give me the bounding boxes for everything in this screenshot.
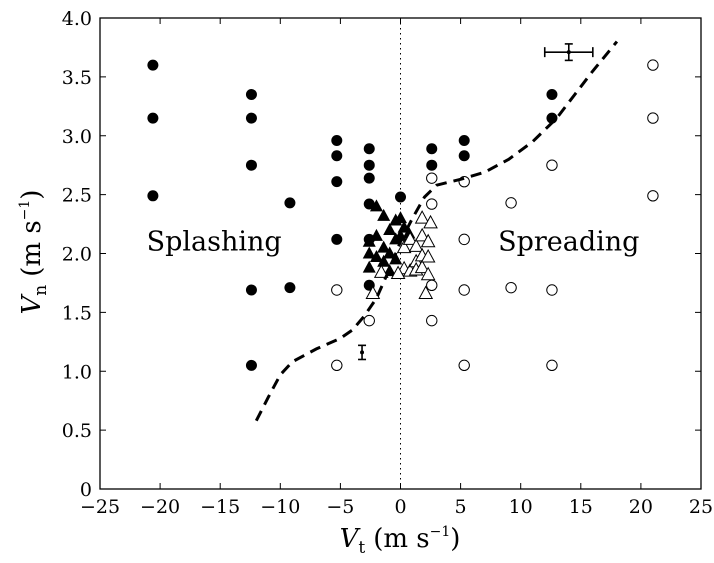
- splashing-point: [245, 359, 257, 371]
- region-label-spreading: Spreading: [498, 227, 639, 258]
- x-tick-label: −25: [80, 496, 120, 518]
- splashing-triangle-point: [369, 199, 383, 212]
- spreading-triangle-point: [373, 264, 389, 278]
- splashing-point: [331, 134, 343, 146]
- splashing-triangle-point: [369, 228, 383, 241]
- spreading-point: [458, 233, 470, 246]
- splashing-point: [363, 198, 375, 210]
- splashing-point: [147, 59, 159, 71]
- splashing-point: [245, 159, 257, 171]
- spreading-triangle-point: [402, 231, 418, 245]
- splashing-point: [458, 134, 470, 146]
- spreading-point: [426, 279, 438, 291]
- splashing-triangle-point: [377, 208, 391, 221]
- x-tick-label: −5: [326, 496, 354, 518]
- spreading-point: [426, 172, 438, 184]
- splashing-triangle-point: [369, 250, 383, 263]
- splashing-point: [426, 159, 438, 171]
- y-axis-label: Vn(m s−1): [17, 190, 51, 315]
- splashing-point: [147, 112, 159, 124]
- x-tick-label: 15: [569, 496, 593, 518]
- spreading-point: [458, 284, 470, 296]
- splashing-point: [245, 284, 257, 296]
- splashing-point: [284, 197, 296, 209]
- x-tick-label: −15: [200, 496, 240, 518]
- splashing-point: [395, 191, 406, 203]
- spreading-point: [546, 359, 558, 372]
- splashing-triangle-point: [377, 240, 391, 253]
- splashing-triangle-point: [362, 260, 376, 273]
- x-axis-label: Vt (m s−1): [340, 524, 461, 558]
- splashing-point: [363, 172, 375, 184]
- spreading-triangle-point: [365, 285, 381, 300]
- error-bar-center: [566, 50, 571, 55]
- splashing-point: [331, 233, 343, 245]
- splashing-point: [458, 150, 470, 162]
- x-tick-label: −10: [260, 496, 300, 518]
- splashing-point: [147, 190, 159, 202]
- threshold-curve: [254, 40, 619, 422]
- x-tick-label: 25: [689, 496, 713, 518]
- spreading-point: [505, 197, 517, 209]
- spreading-triangle-point: [420, 266, 436, 281]
- error-bar-center: [360, 350, 365, 355]
- y-tick-label: 0.5: [62, 420, 92, 442]
- splashing-point: [245, 112, 257, 124]
- spreading-triangle-point: [414, 259, 430, 274]
- y-tick-label: 2.5: [62, 185, 92, 207]
- spreading-point: [647, 112, 659, 124]
- spreading-point: [426, 198, 438, 210]
- spreading-point: [647, 59, 659, 71]
- splashing-point: [331, 150, 343, 162]
- x-tick-label: 5: [455, 496, 467, 518]
- y-tick-label: 1.5: [62, 302, 92, 324]
- splashing-triangle-point: [362, 234, 376, 247]
- region-label-splashing: Splashing: [147, 227, 282, 258]
- splashing-triangle-point: [394, 211, 407, 224]
- splashing-point: [284, 282, 296, 294]
- x-tick-label: 10: [509, 496, 533, 518]
- x-tick-label: 0: [394, 496, 406, 518]
- y-tick-label: 4.0: [62, 8, 92, 30]
- spreading-point: [331, 284, 343, 296]
- x-tick-label: 20: [629, 496, 653, 518]
- spreading-point: [426, 314, 438, 327]
- spreading-triangle-point: [420, 248, 436, 263]
- splashing-triangle-point: [377, 254, 391, 267]
- spreading-triangle-point: [414, 210, 430, 224]
- splashing-triangle-point: [383, 222, 397, 235]
- spreading-triangle-point: [420, 233, 436, 248]
- spreading-triangle-point: [408, 238, 424, 252]
- spreading-point: [363, 314, 375, 327]
- spreading-triangle-point: [423, 214, 438, 229]
- y-tick-label: 3.5: [62, 67, 92, 89]
- splashing-point: [245, 89, 257, 101]
- spreading-triangle-point: [418, 285, 434, 300]
- y-tick-label: 0: [80, 479, 92, 501]
- spreading-triangle-point: [414, 227, 430, 242]
- spreading-triangle-point: [390, 265, 406, 280]
- splashing-point: [546, 112, 558, 124]
- splashing-point: [363, 159, 375, 171]
- y-tick-label: 2.0: [62, 244, 92, 266]
- spreading-triangle-point: [396, 239, 412, 254]
- splashing-point: [331, 176, 343, 188]
- y-tick-label: 3.0: [62, 126, 92, 148]
- spreading-point: [458, 359, 470, 372]
- spreading-point: [331, 359, 343, 372]
- splashing-triangle-point: [362, 246, 376, 259]
- x-tick-label: −20: [140, 496, 180, 518]
- plot-area: −25 −20 −15 −10 −5 0 5 10 15 20 25 0 0.5 1.0 1.5 2.0 2.5…: [62, 8, 713, 518]
- splashing-point: [546, 89, 558, 101]
- splashing-point: [363, 143, 375, 155]
- spreading-point: [546, 159, 558, 171]
- spreading-point: [505, 281, 517, 294]
- splashing-point: [426, 143, 438, 155]
- y-tick-label: 1.0: [62, 361, 92, 383]
- spreading-point: [647, 190, 659, 202]
- splashing-triangle-point: [383, 246, 397, 259]
- spreading-point: [546, 284, 558, 296]
